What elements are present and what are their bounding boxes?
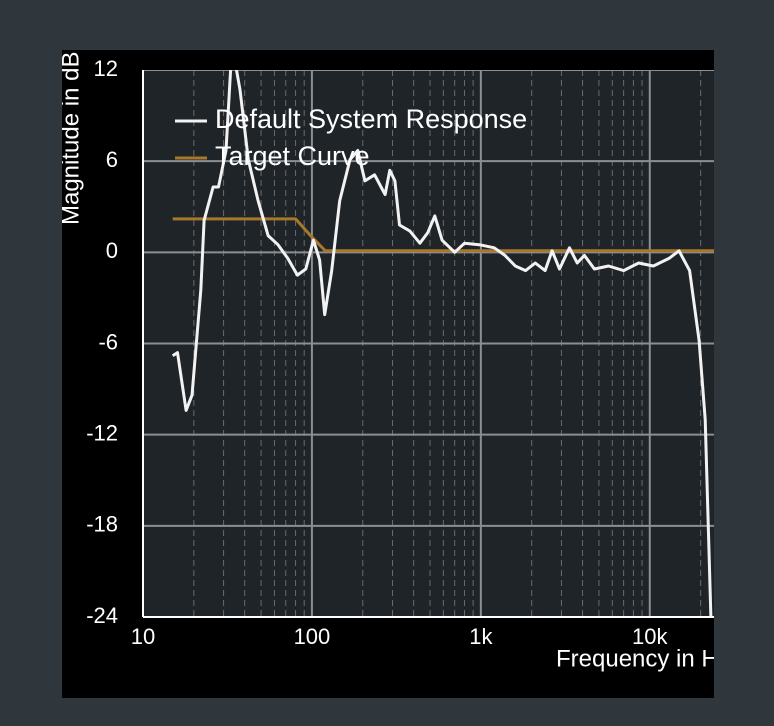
y-tick-label: -18 — [86, 512, 118, 537]
x-axis-label: Frequency in Hz — [556, 645, 731, 672]
labels: Frequency in Hz Magnitude in dB — [57, 52, 731, 673]
y-tick-label: 0 — [106, 238, 118, 263]
y-tick-label: -12 — [86, 420, 118, 445]
y-axis-label: Magnitude in dB — [57, 52, 84, 225]
y-tick-label: 6 — [106, 147, 118, 172]
legend: Default System Response Target Curve — [175, 104, 527, 171]
y-tick-label: 12 — [94, 56, 118, 81]
x-tick-label: 1k — [469, 624, 493, 649]
y-tick-label: -24 — [86, 603, 118, 628]
y-tick-label: -6 — [98, 329, 118, 354]
x-tick-label: 10 — [131, 624, 155, 649]
lines — [171, 70, 714, 617]
series-line — [171, 70, 713, 617]
x-tick-label: 10k — [632, 624, 668, 649]
grid — [143, 70, 714, 617]
legend-label: Target Curve — [215, 141, 370, 171]
legend-label: Default System Response — [215, 104, 527, 134]
x-tick-label: 100 — [294, 624, 331, 649]
